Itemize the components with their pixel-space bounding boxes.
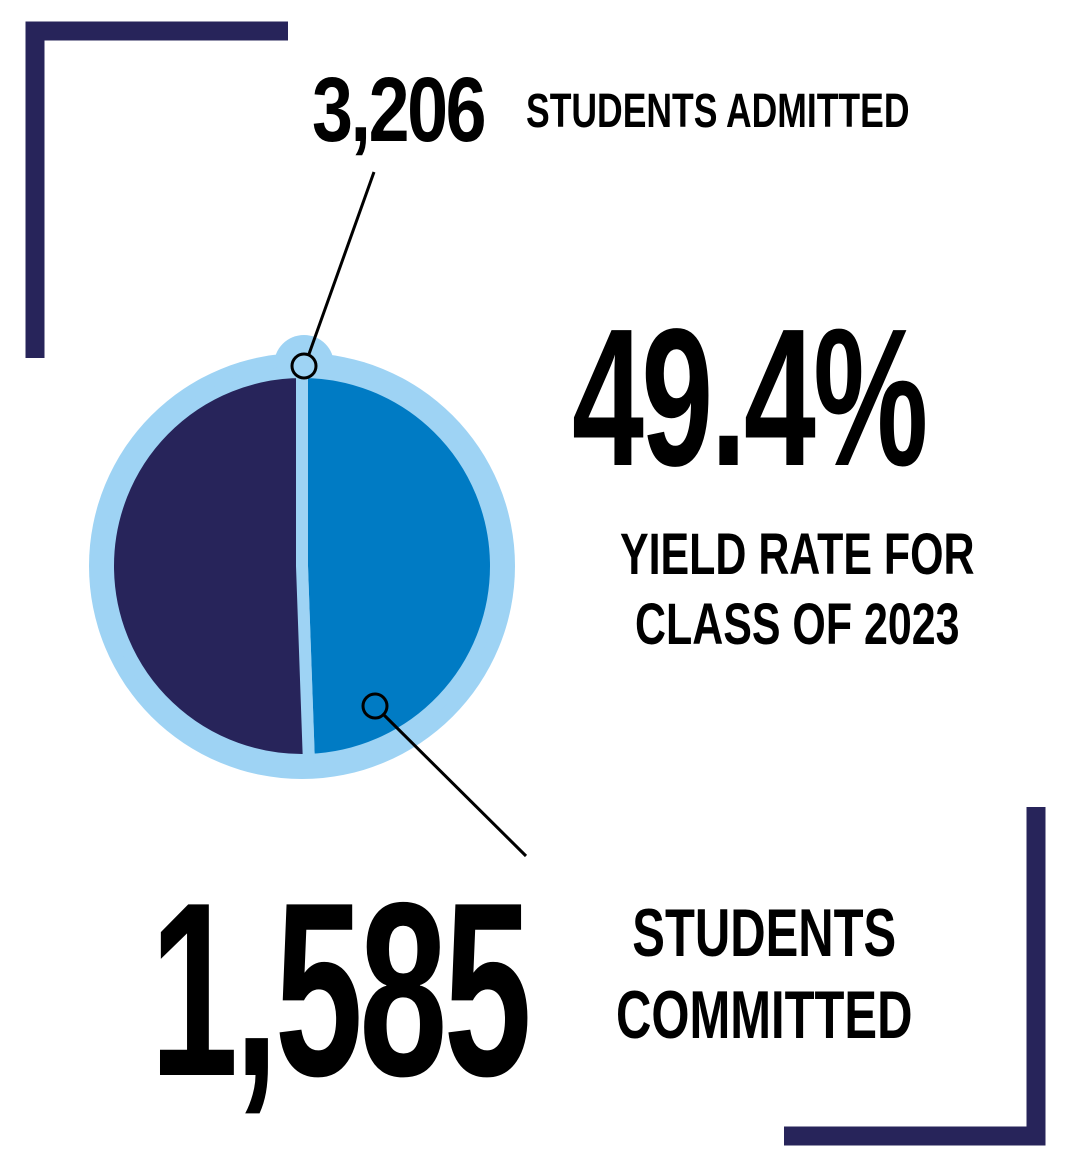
pie-slice-committed <box>296 366 502 766</box>
pie-slice-not-committed <box>102 366 315 766</box>
committed-callout-dot <box>361 692 389 720</box>
yield-rate-value: 49.4% <box>572 288 928 507</box>
committed-label-line-2: COMMITTED <box>616 976 913 1053</box>
yield-caption-line-2: CLASS OF 2023 <box>635 591 960 657</box>
yield-rate-caption: YIELD RATE FOR CLASS OF 2023 <box>620 520 974 659</box>
committed-number: 1,585 <box>150 850 532 1128</box>
top-left-bracket <box>25 21 288 358</box>
committed-label: STUDENTS COMMITTED <box>616 893 912 1056</box>
admitted-label: STUDENTS ADMITTED <box>526 85 910 138</box>
committed-label-line-1: STUDENTS <box>632 895 897 971</box>
bottom-right-bracket <box>784 807 1046 1146</box>
admitted-callout-dot <box>290 352 318 380</box>
admitted-callout-line <box>307 171 376 355</box>
admitted-number: 3,206 <box>312 59 487 161</box>
committed-callout-line <box>382 713 528 858</box>
yield-caption-line-1: YIELD RATE FOR <box>620 522 975 587</box>
